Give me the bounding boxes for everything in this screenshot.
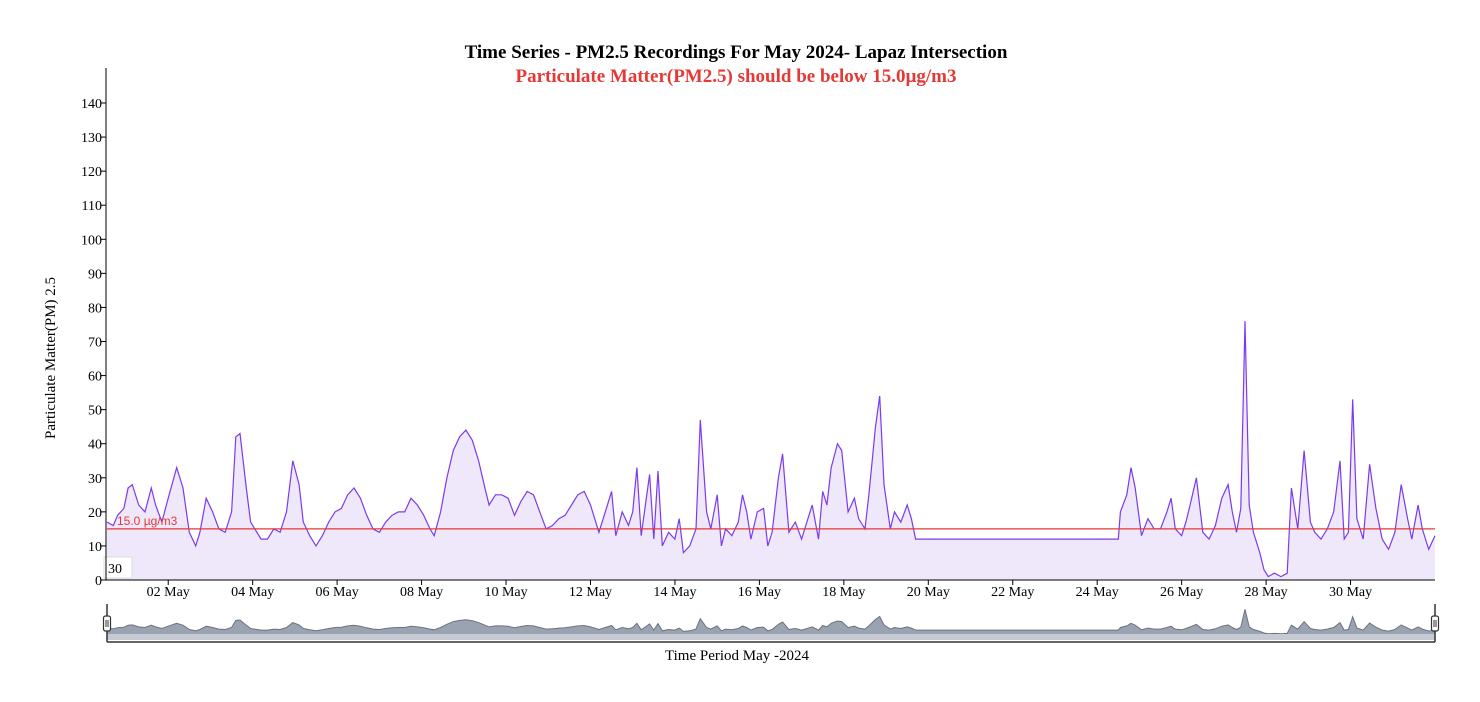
range-navigator[interactable]	[102, 602, 1440, 643]
x-tick-label: 10 May	[484, 585, 527, 600]
navigator-right-handle-body	[1430, 615, 1440, 632]
y-tick-label: 30	[88, 472, 102, 487]
x-tick-label: 22 May	[991, 585, 1034, 600]
x-axis: 02 May 04 May 06 May 08 May 10 May 12 May 14 M…	[106, 579, 1435, 600]
x-tick-label: 24 May	[1076, 585, 1119, 600]
y-tick-label: 20	[88, 506, 102, 521]
x-tick-label: 18 May	[822, 585, 865, 600]
plot-area: 15.0 µg/m3 30	[103, 321, 1436, 580]
navigator-left-handle-body	[102, 615, 112, 632]
y-tick-label: 100	[81, 233, 102, 248]
x-tick-label: 20 May	[907, 585, 950, 600]
y-tick-label: 0	[95, 574, 102, 589]
x-tick-label: 12 May	[569, 585, 612, 600]
y-tick-label: 130	[81, 131, 102, 146]
navigator-right-handle[interactable]	[1430, 615, 1440, 632]
y-tick-label: 90	[88, 267, 102, 282]
x-tick-label: 16 May	[738, 585, 781, 600]
chart-subtitle: Particulate Matter(PM2.5) should be belo…	[515, 66, 956, 87]
x-tick-label: 14 May	[653, 585, 696, 600]
x-tick-label: 26 May	[1160, 585, 1203, 600]
series-area	[107, 321, 1435, 580]
navigator-area	[107, 609, 1435, 634]
y-tick-label: 140	[81, 97, 102, 112]
y-tick-label: 70	[88, 336, 102, 351]
series-line	[106, 321, 1436, 578]
y-axis: 0 10 20 30 40 50 60 70 80 90 100 110 120 130 140	[81, 68, 107, 589]
x-tick-label: 30 May	[1329, 585, 1372, 600]
legend-box	[103, 556, 133, 579]
x-axis-label: Time Period May -2024	[665, 648, 810, 664]
x-tick-label: 04 May	[231, 585, 274, 600]
navigator-track	[107, 634, 1435, 640]
legend-box-label: 30	[108, 562, 122, 577]
y-tick-label: 60	[88, 370, 102, 385]
y-tick-label: 10	[88, 540, 102, 555]
x-tick-label: 02 May	[147, 585, 190, 600]
navigator-left-handle[interactable]	[102, 615, 112, 632]
y-tick-label: 40	[88, 438, 102, 453]
x-tick-label: 06 May	[316, 585, 359, 600]
y-tick-label: 80	[88, 301, 102, 316]
y-tick-label: 110	[82, 199, 102, 214]
x-tick-label: 08 May	[400, 585, 443, 600]
y-tick-label: 50	[88, 404, 102, 419]
navigator-line	[106, 609, 1436, 635]
y-tick-label: 120	[81, 165, 102, 180]
chart-title: Time Series - PM2.5 Recordings For May 2…	[465, 42, 1008, 63]
y-axis-label: Particulate Matter(PM) 2.5	[43, 277, 59, 439]
reference-line-label: 15.0 µg/m3	[117, 514, 178, 528]
x-tick-label: 28 May	[1245, 585, 1288, 600]
